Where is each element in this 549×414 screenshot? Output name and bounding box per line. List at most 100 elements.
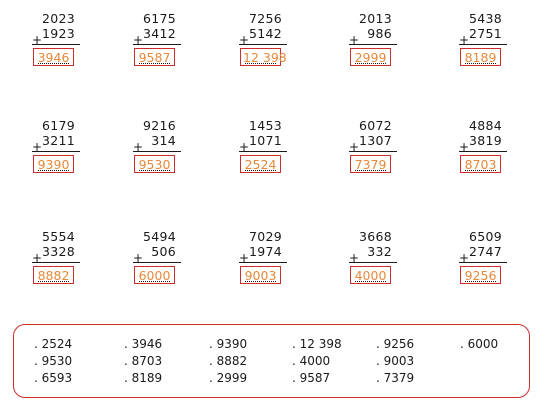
answer-box[interactable]: 9390 (33, 155, 74, 173)
answer-value: 3946 (37, 50, 70, 65)
addend-top: 9216 (142, 118, 176, 133)
answer-box[interactable]: 9530 (134, 155, 175, 173)
answer-box[interactable]: 12 398 (240, 48, 287, 66)
addition-problem: 6179 3211 +9390 (26, 119, 106, 189)
addend-bottom: 1071 (248, 133, 282, 148)
addend-bottom: 1923 (41, 26, 75, 41)
answer-box[interactable]: 3946 (33, 48, 74, 66)
answer-box[interactable]: 9003 (240, 266, 281, 284)
answer-dotted-line (139, 63, 170, 64)
addition-problem: 6072 1307 +7379 (343, 119, 423, 189)
answer-dotted-line (38, 63, 69, 64)
answer-dotted-line (139, 170, 170, 171)
answer-value: 12 398 (243, 50, 287, 65)
sum-line (349, 151, 397, 152)
sum-line (133, 151, 181, 152)
plus-sign: + (133, 251, 144, 265)
plus-sign: + (349, 251, 360, 265)
answer-box[interactable]: 9256 (460, 266, 501, 284)
addition-problem: 7029 1974 +9003 (233, 230, 313, 300)
answer-box[interactable]: 7379 (350, 155, 391, 173)
plus-sign: + (32, 33, 43, 47)
answer-value: 8189 (464, 50, 497, 65)
addend-bottom: 506 (151, 244, 176, 259)
plus-sign: + (239, 251, 250, 265)
plus-sign: + (349, 140, 360, 154)
addend-bottom: 314 (151, 133, 176, 148)
addend-bottom: 5142 (248, 26, 282, 41)
addition-problem: 5554 3328 +8882 (26, 230, 106, 300)
answer-bank: . 2524 . 9530 . 6593 . 3946 . 8703 . 8189 . 93… (13, 324, 530, 398)
addend-top: 6509 (468, 229, 502, 244)
addend-bottom: 3211 (41, 133, 75, 148)
answer-bank-item: . 2999 (209, 371, 248, 385)
answer-box[interactable]: 8703 (460, 155, 501, 173)
answer-bank-item: . 3946 (124, 337, 163, 351)
plus-sign: + (459, 140, 470, 154)
plus-sign: + (133, 33, 144, 47)
answer-box[interactable]: 8189 (460, 48, 501, 66)
plus-sign: + (349, 33, 360, 47)
sum-line (133, 262, 181, 263)
answer-dotted-line (245, 170, 276, 171)
answer-bank-item: . 9256 (376, 337, 415, 351)
addend-top: 4884 (468, 118, 502, 133)
answer-value: 8882 (37, 268, 70, 283)
sum-line (133, 44, 181, 45)
answer-bank-item: . 9587 (292, 371, 331, 385)
answer-dotted-line (465, 170, 496, 171)
sum-line (239, 262, 287, 263)
sum-line (32, 44, 80, 45)
addend-bottom: 3328 (41, 244, 75, 259)
answer-value: 2999 (354, 50, 387, 65)
sum-line (239, 151, 287, 152)
answer-box[interactable]: 8882 (33, 266, 74, 284)
answer-bank-item: . 7379 (376, 371, 415, 385)
addend-bottom: 1307 (358, 133, 392, 148)
answer-box[interactable]: 9587 (134, 48, 175, 66)
sum-line (239, 44, 287, 45)
addition-problem: 2013 986 +2999 (343, 12, 423, 82)
answer-value: 9256 (464, 268, 497, 283)
answer-dotted-line (355, 281, 386, 282)
answer-value: 9390 (37, 157, 70, 172)
answer-box[interactable]: 2999 (350, 48, 391, 66)
addition-problem: 1453 1071 +2524 (233, 119, 313, 189)
answer-value: 9003 (244, 268, 277, 283)
answer-bank-item: . 2524 (34, 337, 73, 351)
answer-value: 8703 (464, 157, 497, 172)
plus-sign: + (459, 33, 470, 47)
answer-bank-item: . 8882 (209, 354, 248, 368)
addition-problem: 4884 3819 +8703 (453, 119, 533, 189)
addition-problem: 9216 314 +9530 (127, 119, 207, 189)
addition-problem: 5494 506 +6000 (127, 230, 207, 300)
sum-line (459, 262, 507, 263)
addend-top: 1453 (248, 118, 282, 133)
addition-problem: 6509 2747 +9256 (453, 230, 533, 300)
answer-bank-item: . 9390 (209, 337, 248, 351)
answer-dotted-line (355, 170, 386, 171)
addend-top: 5494 (142, 229, 176, 244)
sum-line (349, 44, 397, 45)
answer-box[interactable]: 6000 (134, 266, 175, 284)
addend-bottom: 332 (367, 244, 392, 259)
plus-sign: + (459, 251, 470, 265)
answer-bank-item: . 6593 (34, 371, 73, 385)
answer-bank-item: . 12 398 (292, 337, 342, 351)
sum-line (32, 262, 80, 263)
answer-box[interactable]: 4000 (350, 266, 391, 284)
answer-box[interactable]: 2524 (240, 155, 281, 173)
sum-line (349, 262, 397, 263)
answer-dotted-line (38, 170, 69, 171)
answer-bank-item: . 8189 (124, 371, 163, 385)
sum-line (32, 151, 80, 152)
addend-bottom: 2751 (468, 26, 502, 41)
answer-value: 9587 (138, 50, 171, 65)
addition-problem: 2023 1923 +3946 (26, 12, 106, 82)
addition-problem: 3668 332 +4000 (343, 230, 423, 300)
answer-value: 6000 (138, 268, 171, 283)
plus-sign: + (239, 33, 250, 47)
addition-problem: 5438 2751 +8189 (453, 12, 533, 82)
addend-top: 7029 (248, 229, 282, 244)
addition-problem: 7256 5142 +12 398 (233, 12, 313, 82)
